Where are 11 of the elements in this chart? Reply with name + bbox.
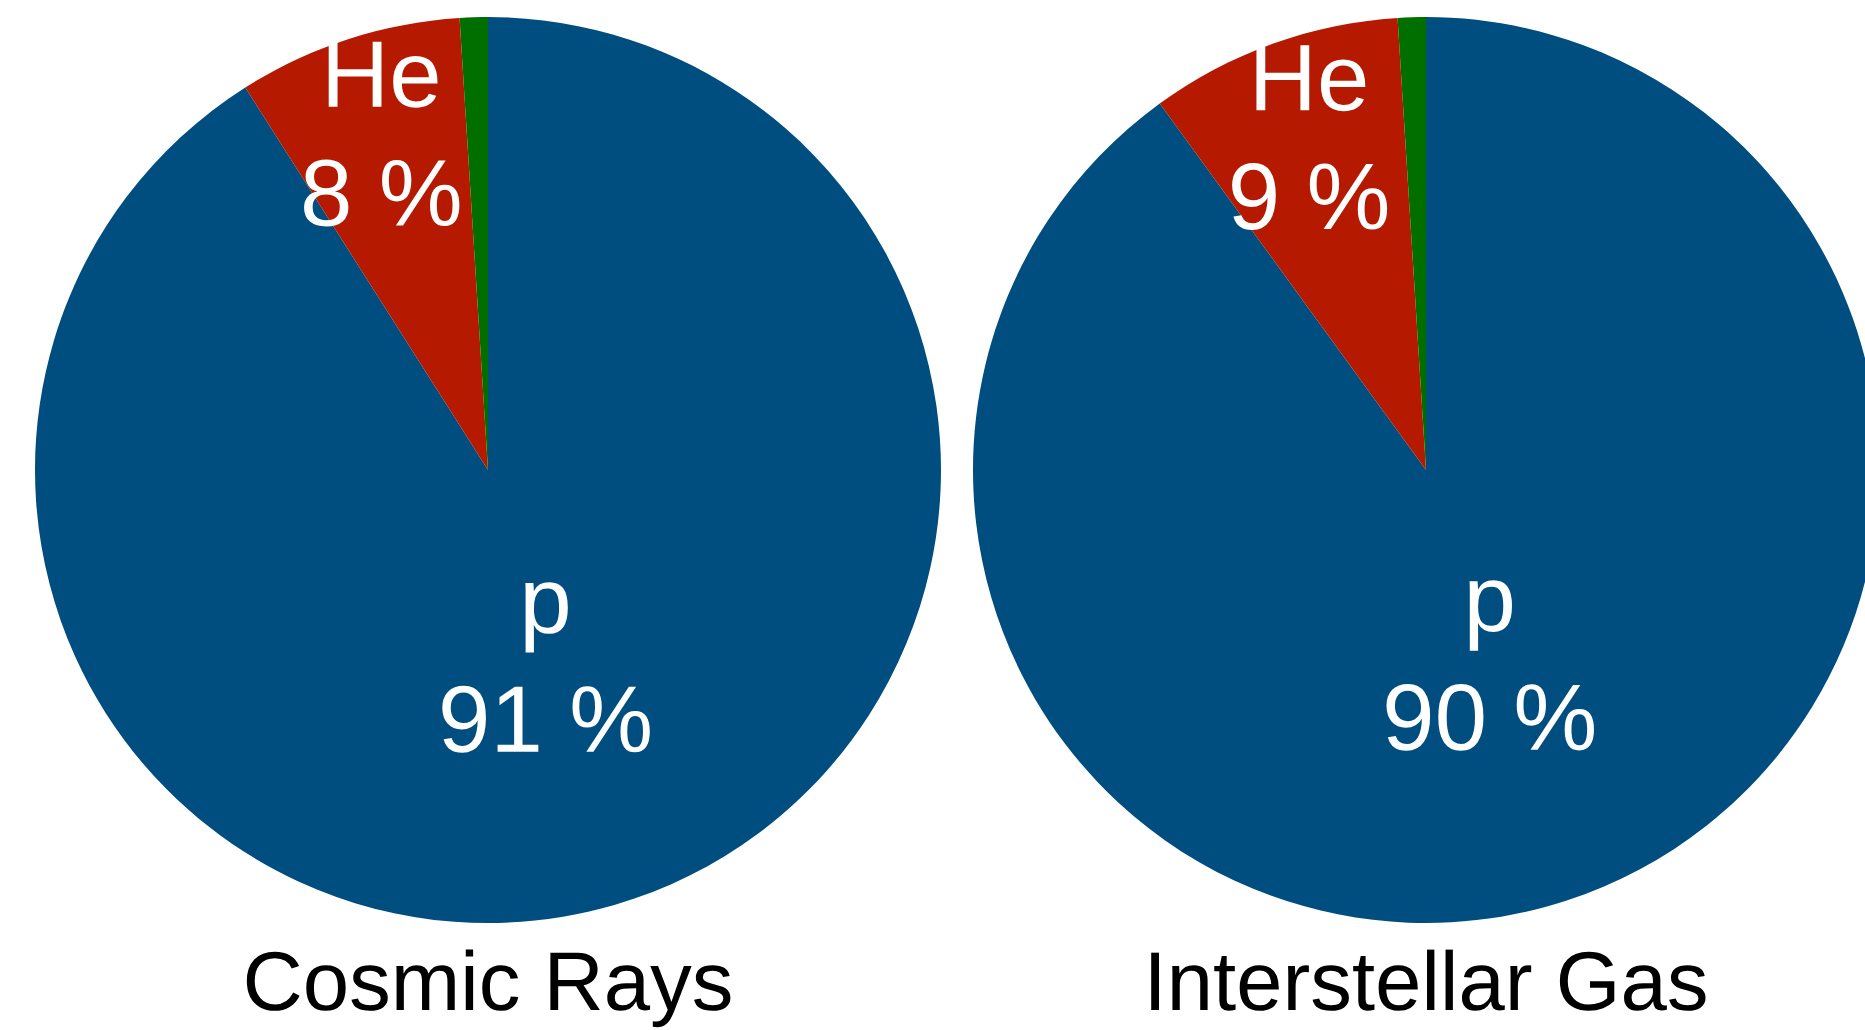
slice-label: p <box>525 582 568 653</box>
slice-label: He <box>328 41 438 108</box>
pie-slice <box>245 17 488 470</box>
slice-label: He <box>1256 45 1366 112</box>
text: Interstellar Gas <box>1151 949 1706 1011</box>
pie-slice <box>35 17 941 923</box>
text: Cosmic Rays <box>246 949 731 1028</box>
slice-label: p <box>1469 580 1512 651</box>
data-label: 90 % <box>1386 683 1594 751</box>
data-label: 91 % <box>442 685 650 753</box>
data-label: 9 % <box>1232 163 1388 230</box>
